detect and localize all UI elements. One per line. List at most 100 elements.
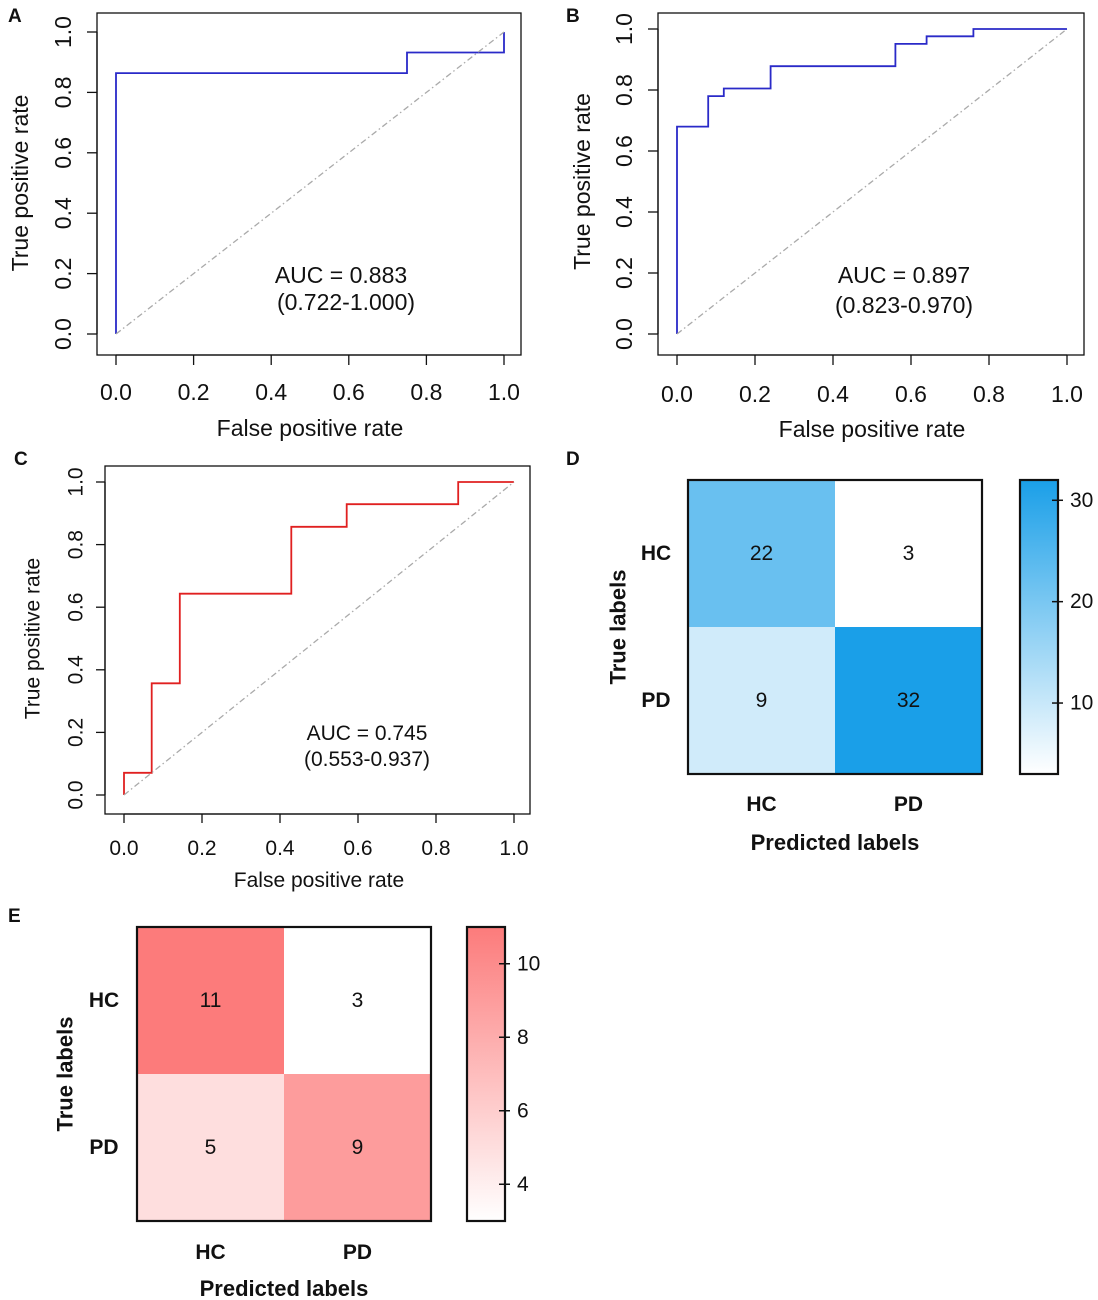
panel-label-d: D [566,449,580,470]
matrix-cell-value-d: 3 [903,542,915,565]
x-tick-label-a: 0.6 [333,379,365,405]
matrix-cell-value-e: 9 [352,1136,364,1159]
matrix-frame-e [135,925,433,1223]
y-tick-label-c: 0.4 [65,655,88,685]
roc-panel-c: 0.0 0.2 0.4 0.6 0.8 1.0 False positive rate 0.0… [22,465,531,892]
colorbar-tick-label-d: 30 [1070,489,1093,512]
chance-diagonal-b [676,28,1068,335]
row-label-d: HC [641,542,671,565]
auc-ci-c: (0.553-0.937) [304,748,430,771]
column-label-e: HC [195,1241,225,1264]
colorbar-tick-label-e: 10 [517,952,540,975]
x-axis-label-e: Predicted labels [200,1276,369,1300]
x-axis-label-d: Predicted labels [751,830,920,855]
y-axis-label-e: True labels [53,1017,78,1132]
matrix-cell-value-d: 22 [750,542,773,565]
x-tick-label-a: 0.8 [410,379,442,405]
panel-label-a: A [8,6,22,27]
y-tick-label-b: 0.2 [611,257,637,289]
colorbar-e [465,925,507,1223]
colorbar-tick-label-d: 10 [1070,692,1093,715]
matrix-frame-d [686,478,984,776]
column-label-d: PD [894,793,923,816]
x-tick-label-b: 1.0 [1051,381,1083,407]
confusion-matrix-panel-d: 22 3 9 32 HC PD HC PD Predicted labels True label… [606,478,1093,855]
y-tick-label-c: 0.2 [65,718,88,747]
x-tick-label-c: 0.0 [109,837,138,860]
auc-ci-a: (0.722-1.000) [277,289,415,315]
matrix-cell-e [137,927,284,1074]
x-tick-label-a: 0.4 [255,379,287,405]
x-axis-label-c: False positive rate [234,869,404,892]
auc-value-c: AUC = 0.745 [307,722,428,745]
x-axis-label-b: False positive rate [779,416,966,442]
panel-label-b: B [566,6,580,27]
y-tick-label-a: 0.2 [50,258,76,290]
x-tick-label-b: 0.8 [973,381,1005,407]
y-tick-label-b: 0.6 [611,135,637,167]
x-tick-label-c: 0.2 [187,837,216,860]
auc-value-b: AUC = 0.897 [838,262,970,288]
matrix-cell-value-d: 9 [756,689,768,712]
y-tick-label-c: 0.0 [65,780,88,809]
x-tick-label-b: 0.4 [817,381,849,407]
x-tick-label-c: 1.0 [499,837,528,860]
y-axis-label-b: True positive rate [569,93,595,270]
matrix-cell-d [688,627,835,774]
matrix-cell-e [284,927,431,1074]
row-label-e: PD [89,1136,118,1159]
x-tick-label-b: 0.2 [739,381,771,407]
matrix-cell-e [137,1074,284,1221]
roc-panel-a: 0.0 0.2 0.4 0.6 0.8 1.0 False positive rate 0.0… [7,12,522,441]
chance-diagonal-a [115,31,505,335]
x-tick-label-c: 0.8 [421,837,450,860]
roc-curve-a [115,32,505,334]
matrix-cell-e [284,1074,431,1221]
colorbar-tick-label-e: 4 [517,1173,529,1196]
x-tick-label-a: 1.0 [488,379,520,405]
panel-label-e: E [8,906,21,927]
row-label-e: HC [89,989,119,1012]
chance-diagonal-c [123,481,515,796]
matrix-cell-value-e: 3 [352,989,364,1012]
row-label-d: PD [641,689,670,712]
x-tick-label-b: 0.6 [895,381,927,407]
colorbar-tick-label-e: 6 [517,1099,529,1122]
y-axis-label-c: True positive rate [22,558,45,719]
y-tick-label-a: 0.0 [50,318,76,350]
matrix-cell-value-e: 11 [200,989,222,1012]
x-tick-label-c: 0.6 [343,837,372,860]
y-tick-label-c: 0.8 [65,530,88,559]
y-tick-label-a: 1.0 [50,16,76,48]
y-tick-label-b: 0.8 [611,74,637,106]
matrix-cell-value-d: 32 [897,689,920,712]
x-tick-label-a: 0.0 [100,379,132,405]
y-tick-label-b: 1.0 [611,13,637,45]
matrix-cell-d [835,627,982,774]
colorbar-tick-label-d: 20 [1070,590,1093,613]
auc-ci-b: (0.823-0.970) [835,292,973,318]
matrix-cell-d [835,480,982,627]
y-tick-label-a: 0.4 [50,197,76,229]
y-tick-label-b: 0.4 [611,196,637,228]
y-tick-label-b: 0.0 [611,318,637,350]
roc-curve-c [123,481,514,795]
x-axis-label-a: False positive rate [217,415,404,441]
y-tick-label-a: 0.8 [50,76,76,108]
x-tick-label-c: 0.4 [265,837,295,860]
y-tick-label-c: 1.0 [65,467,88,496]
y-axis-label-a: True positive rate [7,95,33,272]
auc-value-a: AUC = 0.883 [275,262,407,288]
column-label-e: PD [343,1241,372,1264]
y-tick-label-c: 0.6 [65,593,88,622]
colorbar-tick-label-e: 8 [517,1026,529,1049]
x-tick-label-b: 0.0 [661,381,693,407]
column-label-d: HC [746,793,776,816]
y-tick-label-a: 0.6 [50,137,76,169]
panel-label-c: C [14,449,28,470]
x-tick-label-a: 0.2 [178,379,210,405]
colorbar-d [1018,478,1060,776]
roc-curve-b [676,28,1067,334]
roc-panel-b: 0.0 0.2 0.4 0.6 0.8 1.0 False positive rate 0.0… [569,12,1085,442]
